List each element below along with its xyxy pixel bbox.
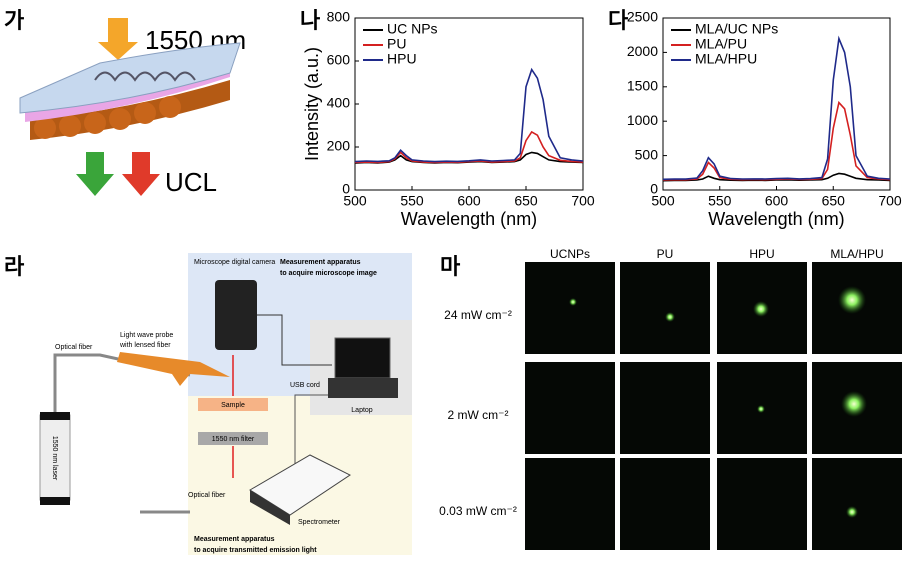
label: Measurement apparatus — [280, 259, 361, 266]
legend-label: MLA/UC NPs — [695, 21, 778, 37]
label: 1550 nm laser — [51, 436, 58, 481]
emission-spot — [753, 301, 769, 317]
x-axis-label: Wavelength (nm) — [708, 209, 844, 229]
image — [525, 262, 615, 354]
sample — [198, 398, 268, 411]
emission-spot — [569, 298, 577, 306]
panel-label: 나 — [300, 9, 320, 34]
x-axis-label: Wavelength (nm) — [401, 209, 537, 229]
y-tick-label: 800 — [327, 9, 351, 25]
legend-label: MLA/PU — [695, 36, 747, 52]
image — [525, 458, 615, 550]
x-tick-label: 500 — [651, 193, 675, 209]
spectrometer — [250, 490, 290, 525]
label: Microscope digital camera — [194, 259, 275, 266]
spectrometer — [249, 454, 351, 516]
emission-spot — [841, 391, 867, 417]
arrow — [98, 18, 138, 60]
label: Sample — [221, 402, 245, 409]
y-tick-label: 600 — [327, 52, 351, 68]
row-label: 2 mW cm⁻² — [448, 408, 509, 422]
laser — [40, 497, 70, 505]
image — [812, 458, 902, 550]
label: Measurement apparatus — [194, 536, 275, 543]
label: USB cord — [290, 382, 320, 389]
row-label: 24 mW cm⁻² — [444, 308, 512, 322]
laptop — [328, 378, 398, 398]
y-tick-label: 500 — [635, 146, 659, 162]
laptop — [334, 337, 391, 379]
device — [19, 42, 241, 140]
y-tick-label: 1500 — [627, 78, 658, 94]
x-tick-label: 700 — [571, 193, 595, 209]
filter — [198, 432, 268, 445]
cable — [257, 314, 332, 366]
series-line — [354, 67, 584, 163]
panel-label: 다 — [608, 9, 629, 34]
legend-label: HPU — [387, 51, 417, 67]
column-header: PU — [657, 247, 674, 261]
emission-spot — [846, 506, 858, 518]
image — [620, 362, 710, 454]
camera — [215, 280, 257, 350]
label: to acquire transmitted emission light — [194, 547, 317, 554]
panel-label: 마 — [440, 255, 461, 280]
x-tick-label: 600 — [457, 193, 481, 209]
x-tick-label: 700 — [878, 193, 902, 209]
series-line — [662, 35, 891, 181]
column-header: MLA/HPU — [830, 247, 883, 261]
image — [620, 458, 710, 550]
y-tick-label: 400 — [327, 95, 351, 111]
laser — [40, 412, 70, 420]
image — [620, 262, 710, 354]
y-tick-label: 2500 — [627, 9, 658, 25]
y-tick-label: 0 — [342, 181, 350, 197]
legend-label: UC NPs — [387, 21, 438, 37]
emission-spot — [757, 405, 765, 413]
legend-label: MLA/HPU — [695, 51, 757, 67]
column-header: HPU — [749, 247, 774, 261]
column-header: UCNPs — [550, 247, 590, 261]
y-tick-label: 200 — [327, 138, 351, 154]
fiber — [53, 353, 191, 514]
panel-label: 라 — [4, 255, 25, 280]
x-tick-label: 650 — [514, 193, 538, 209]
x-tick-label: 550 — [400, 193, 424, 209]
y-axis-label: Intensity (a.u.) — [302, 47, 322, 161]
legend-label: PU — [387, 36, 406, 52]
y-tick-label: 0 — [650, 181, 658, 197]
y-tick-label: 1000 — [627, 112, 658, 128]
image — [717, 458, 807, 550]
x-tick-label: 500 — [343, 193, 367, 209]
label: Optical fiber — [188, 492, 226, 499]
emission-spot — [665, 312, 675, 322]
series-line — [662, 100, 891, 181]
y-tick-label: 2000 — [627, 43, 658, 59]
x-tick-label: 650 — [822, 193, 846, 209]
panel-label: 가 — [4, 9, 24, 34]
label: Spectrometer — [298, 519, 341, 526]
label: to acquire microscope image — [280, 270, 377, 277]
label: 1550 nm filter — [212, 436, 255, 443]
emission-spot — [838, 286, 866, 314]
arrow — [122, 152, 160, 196]
arrow — [76, 152, 114, 196]
label: with lensed fiber — [119, 342, 171, 349]
probe — [117, 352, 230, 386]
label: Light wave probe — [120, 332, 173, 339]
x-tick-label: 550 — [708, 193, 732, 209]
x-tick-label: 600 — [765, 193, 789, 209]
image — [525, 362, 615, 454]
label: Laptop — [351, 407, 373, 414]
label: Optical fiber — [55, 344, 93, 351]
label: UCL — [165, 167, 217, 197]
row-label: 0.03 mW cm⁻² — [439, 504, 517, 518]
